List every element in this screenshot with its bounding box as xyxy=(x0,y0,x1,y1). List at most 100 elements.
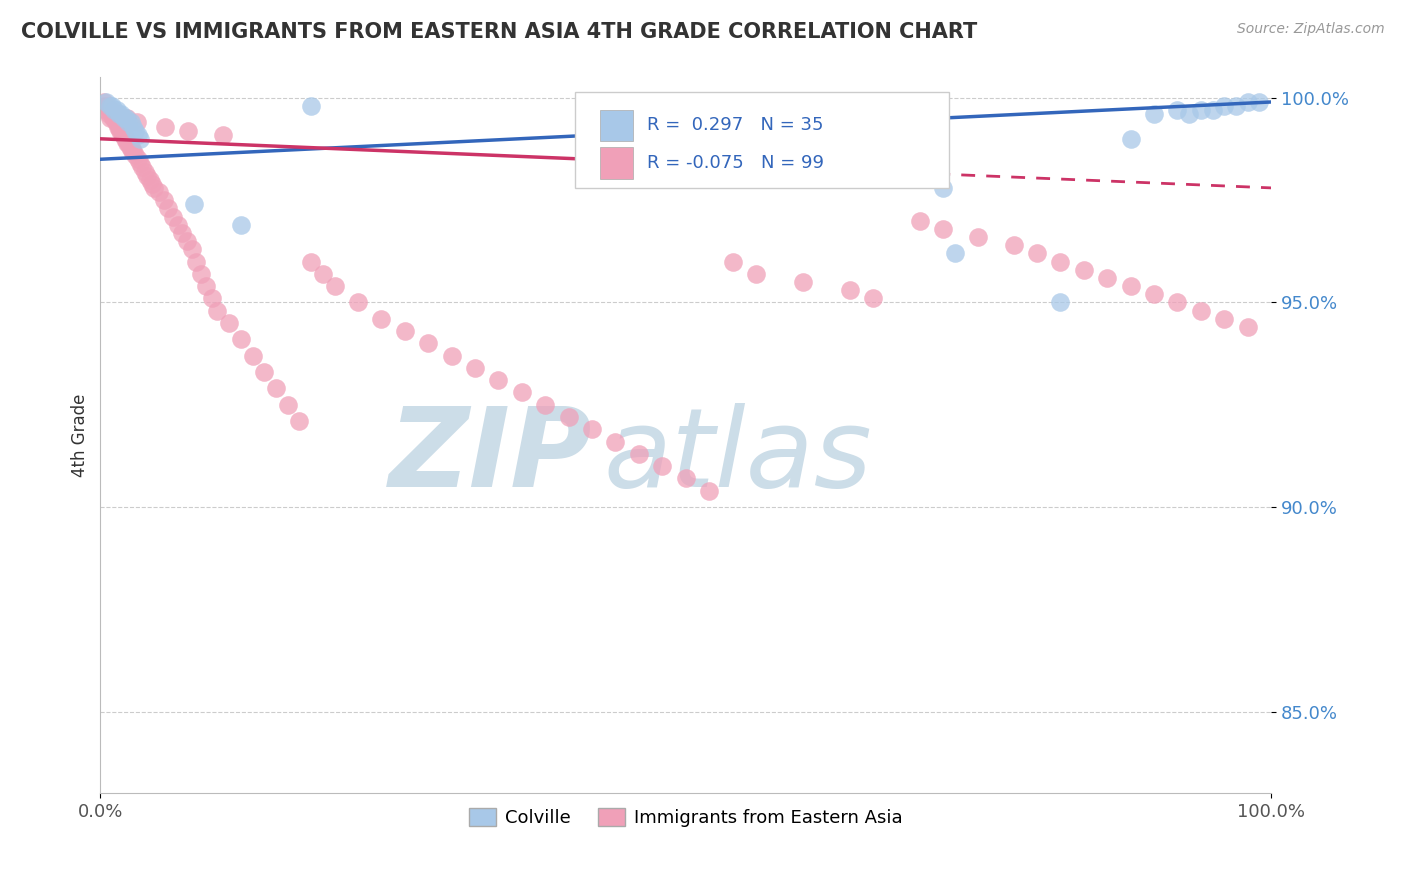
Point xyxy=(172,226,194,240)
Point xyxy=(347,295,370,310)
Point xyxy=(112,128,135,142)
Point xyxy=(253,365,276,379)
Point xyxy=(103,112,125,126)
Point xyxy=(129,156,152,170)
Text: COLVILLE VS IMMIGRANTS FROM EASTERN ASIA 4TH GRADE CORRELATION CHART: COLVILLE VS IMMIGRANTS FROM EASTERN ASIA… xyxy=(21,22,977,42)
Point xyxy=(98,99,121,113)
Point xyxy=(138,172,160,186)
Point xyxy=(534,398,557,412)
Point xyxy=(721,254,744,268)
Point xyxy=(118,140,141,154)
Point xyxy=(190,267,212,281)
Text: atlas: atlas xyxy=(603,403,872,510)
Point xyxy=(581,422,603,436)
Point xyxy=(1026,246,1049,260)
Point xyxy=(111,128,134,142)
Point xyxy=(97,107,120,121)
Point xyxy=(486,373,509,387)
Point xyxy=(200,291,222,305)
Point xyxy=(124,148,146,162)
Point xyxy=(110,123,132,137)
Point xyxy=(288,414,311,428)
Point xyxy=(838,283,860,297)
Point xyxy=(1236,95,1258,109)
Point xyxy=(136,169,159,183)
Point xyxy=(299,99,322,113)
Point xyxy=(103,103,125,118)
Point xyxy=(862,291,884,305)
Point xyxy=(212,128,235,142)
Point xyxy=(93,95,115,109)
Point xyxy=(117,115,139,129)
Point xyxy=(229,218,252,232)
Point xyxy=(1002,238,1025,252)
Point xyxy=(697,483,720,498)
Point xyxy=(242,349,264,363)
Point xyxy=(851,107,873,121)
Point xyxy=(121,144,143,158)
FancyBboxPatch shape xyxy=(575,92,949,188)
Point xyxy=(1119,279,1142,293)
Point xyxy=(1095,271,1118,285)
Point xyxy=(120,140,142,154)
Point xyxy=(96,103,118,118)
Point xyxy=(1201,103,1223,118)
Point xyxy=(107,107,129,121)
Point xyxy=(112,112,135,126)
Point xyxy=(143,181,166,195)
Point xyxy=(312,267,335,281)
Point xyxy=(117,112,139,126)
Point xyxy=(745,267,768,281)
Point xyxy=(1073,262,1095,277)
Point xyxy=(207,303,229,318)
Legend: Colville, Immigrants from Eastern Asia: Colville, Immigrants from Eastern Asia xyxy=(461,801,910,834)
Text: ZIP: ZIP xyxy=(388,403,592,510)
Point xyxy=(131,161,153,175)
Point xyxy=(127,153,149,167)
Point xyxy=(557,409,579,424)
Point xyxy=(115,112,138,126)
Y-axis label: 4th Grade: 4th Grade xyxy=(72,393,89,477)
Point xyxy=(105,103,128,118)
Point xyxy=(108,107,131,121)
Point xyxy=(110,123,132,137)
Text: Source: ZipAtlas.com: Source: ZipAtlas.com xyxy=(1237,22,1385,37)
Point xyxy=(148,185,170,199)
Point xyxy=(1178,107,1201,121)
Point xyxy=(114,132,136,146)
Point xyxy=(1213,99,1236,113)
Point xyxy=(218,316,240,330)
Point xyxy=(1143,287,1166,301)
Text: R =  0.297   N = 35: R = 0.297 N = 35 xyxy=(647,116,824,135)
Bar xyxy=(600,110,633,141)
Point xyxy=(1166,103,1188,118)
Point xyxy=(125,115,148,129)
Point xyxy=(1213,311,1236,326)
Point xyxy=(967,230,990,244)
Point xyxy=(105,115,128,129)
Point xyxy=(93,99,115,113)
Point xyxy=(815,103,838,118)
Point xyxy=(110,107,132,121)
Point xyxy=(510,385,533,400)
Point xyxy=(1236,320,1258,334)
Point xyxy=(117,136,139,150)
Point xyxy=(117,136,139,150)
Point xyxy=(627,447,650,461)
Point xyxy=(103,112,125,126)
Point xyxy=(323,279,346,293)
Point xyxy=(101,99,124,113)
Point xyxy=(394,324,416,338)
Point xyxy=(229,332,252,346)
Point xyxy=(122,144,145,158)
Point xyxy=(166,218,188,232)
Point xyxy=(675,99,697,113)
Point xyxy=(675,471,697,485)
Point xyxy=(153,120,176,134)
Point xyxy=(127,128,149,142)
Text: R = -0.075   N = 99: R = -0.075 N = 99 xyxy=(647,154,824,172)
Point xyxy=(186,254,208,268)
Point xyxy=(932,222,955,236)
Point xyxy=(277,398,299,412)
Point xyxy=(299,254,322,268)
